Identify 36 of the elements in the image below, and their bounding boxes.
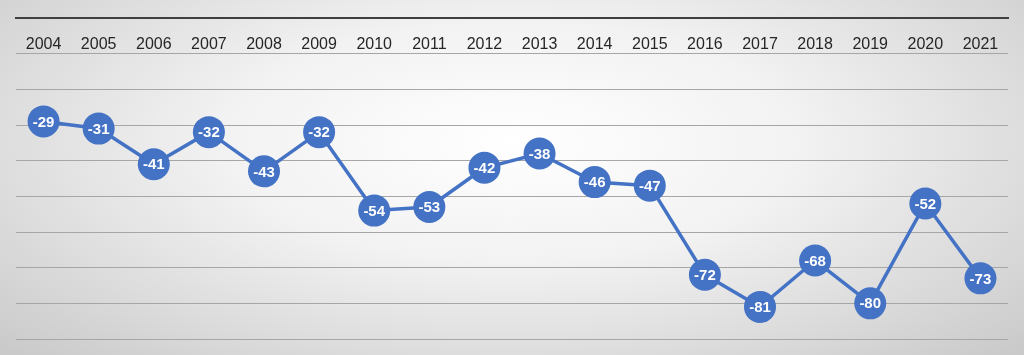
data-label: -32 (198, 123, 220, 141)
data-label: -81 (749, 298, 771, 316)
x-tick-label: 2010 (356, 35, 393, 53)
data-label: -73 (969, 269, 992, 287)
x-tick-label: 2016 (687, 35, 723, 53)
x-tick-label: 2012 (466, 35, 503, 53)
x-tick-label: 2015 (631, 35, 668, 53)
data-label: -46 (583, 173, 606, 191)
data-label: -31 (87, 119, 110, 137)
data-label: -53 (418, 198, 441, 216)
x-tick-label: 2009 (301, 35, 338, 53)
x-tick-label: 2005 (80, 35, 117, 53)
x-tick-label: 2017 (742, 35, 778, 53)
x-tick-label: 2007 (191, 35, 227, 53)
x-tick-label: 2021 (962, 35, 999, 53)
data-label: -80 (859, 294, 882, 312)
x-tick-label: 2008 (246, 35, 282, 53)
x-tick-label: 2020 (907, 35, 944, 53)
data-label: -54 (363, 201, 386, 219)
data-label: -32 (308, 123, 330, 141)
data-label: -47 (638, 176, 661, 194)
data-label: -52 (914, 194, 937, 212)
x-tick-label: 2006 (135, 35, 172, 53)
data-label: -29 (32, 112, 55, 130)
x-tick-label: 2019 (852, 35, 889, 53)
x-tick-label: 2011 (412, 35, 447, 53)
data-label: -41 (142, 155, 165, 173)
data-label: -43 (253, 162, 275, 180)
x-tick-label: 2018 (797, 35, 834, 53)
data-label: -42 (473, 158, 496, 176)
data-label: -38 (528, 144, 551, 162)
data-label: -72 (694, 265, 716, 283)
data-label: -68 (804, 251, 826, 269)
x-tick-label: 2014 (576, 35, 613, 53)
x-tick-label: 2013 (521, 35, 558, 53)
x-tick-label: 2004 (25, 35, 62, 53)
